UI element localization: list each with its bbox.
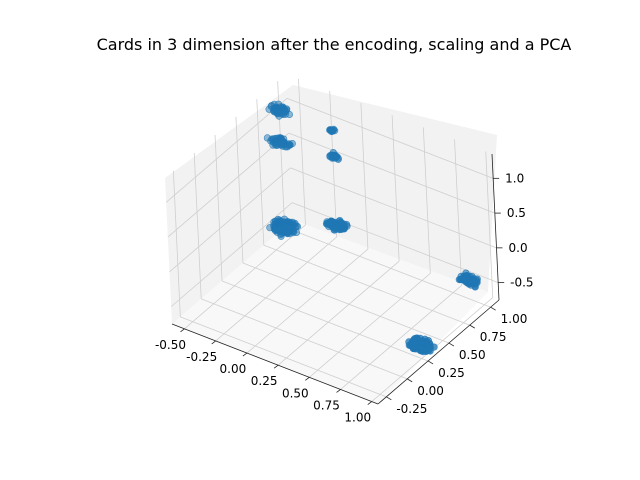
data-point xyxy=(425,346,433,354)
data-point xyxy=(277,232,285,240)
gridline-y xyxy=(263,244,470,326)
gridline-x xyxy=(340,285,462,390)
data-point xyxy=(331,127,339,135)
z-tick-label: 0.0 xyxy=(509,241,528,255)
gridline-x xyxy=(246,248,369,354)
gridline-z xyxy=(165,98,288,203)
x-tick-label: -0.50 xyxy=(155,338,186,352)
gridline-z xyxy=(292,202,499,283)
z-tick-label: 1.0 xyxy=(505,171,524,185)
y-tick-mark xyxy=(448,342,455,347)
x-tick-mark xyxy=(273,364,279,369)
data-point xyxy=(334,155,342,163)
x-tick-label: 0.00 xyxy=(220,362,247,376)
left-pane xyxy=(165,85,293,324)
y-axis-line xyxy=(377,299,500,405)
z-tick-label: 0.5 xyxy=(507,206,526,220)
y-tick-mark xyxy=(490,306,496,311)
z-tick-label: -0.5 xyxy=(510,276,533,290)
chart-title: Cards in 3 dimension after the encoding,… xyxy=(97,35,572,54)
gridlines xyxy=(165,78,499,402)
data-point xyxy=(292,228,301,236)
x-tick-mark xyxy=(242,352,248,357)
y-tick-mark xyxy=(427,360,434,365)
x-tick-mark xyxy=(367,401,372,405)
gridline-z xyxy=(288,132,495,214)
x-tick-mark xyxy=(180,328,185,333)
data-point xyxy=(283,230,292,238)
gridline-z xyxy=(170,202,293,307)
gridline-z xyxy=(167,132,290,238)
x-axis-line xyxy=(171,323,379,405)
gridline-x xyxy=(184,224,306,330)
data-point xyxy=(471,282,479,290)
gridline-y xyxy=(221,280,429,362)
y-tick-mark xyxy=(469,324,475,329)
gridline-y xyxy=(201,298,408,380)
right-pane xyxy=(293,85,497,292)
y-tick-label: 0.25 xyxy=(438,366,465,380)
x-tick-mark xyxy=(305,377,310,381)
axes xyxy=(171,153,505,405)
y-tick-label: 0.75 xyxy=(480,330,507,344)
y-tick-label: 0.00 xyxy=(417,384,444,398)
x-tick-label: -0.25 xyxy=(186,350,217,364)
gridline-z xyxy=(287,97,494,179)
data-point xyxy=(286,141,294,149)
x-tick-label: 0.25 xyxy=(251,374,278,388)
gridline-y xyxy=(242,262,450,344)
gridline-y xyxy=(284,226,491,308)
data-point xyxy=(273,141,281,149)
y-tick-mark xyxy=(407,378,413,383)
x-tick-label: 1.00 xyxy=(344,411,371,425)
x-tick-label: 0.50 xyxy=(282,386,309,400)
gridline-x xyxy=(215,236,337,342)
z-axis-line xyxy=(491,153,500,301)
gridline-y xyxy=(180,316,387,398)
x-tick-mark xyxy=(336,389,341,393)
x-tick-label: 0.75 xyxy=(313,398,340,412)
gridline-z xyxy=(290,167,497,249)
axes-panes xyxy=(165,85,497,404)
tick-labels: -0.50-0.250.000.250.500.751.00-0.250.000… xyxy=(155,171,534,424)
gridline-x xyxy=(277,260,400,366)
y-tick-label: 0.50 xyxy=(459,348,486,362)
y-tick-mark xyxy=(386,396,392,401)
gridline-z xyxy=(169,167,291,273)
scatter-points xyxy=(263,100,481,356)
data-point xyxy=(339,225,347,233)
gridline-x xyxy=(309,273,431,378)
y-tick-label: -0.25 xyxy=(396,402,427,416)
data-point xyxy=(279,110,287,118)
x-tick-mark xyxy=(211,340,216,345)
y-tick-label: 1.00 xyxy=(501,312,528,326)
